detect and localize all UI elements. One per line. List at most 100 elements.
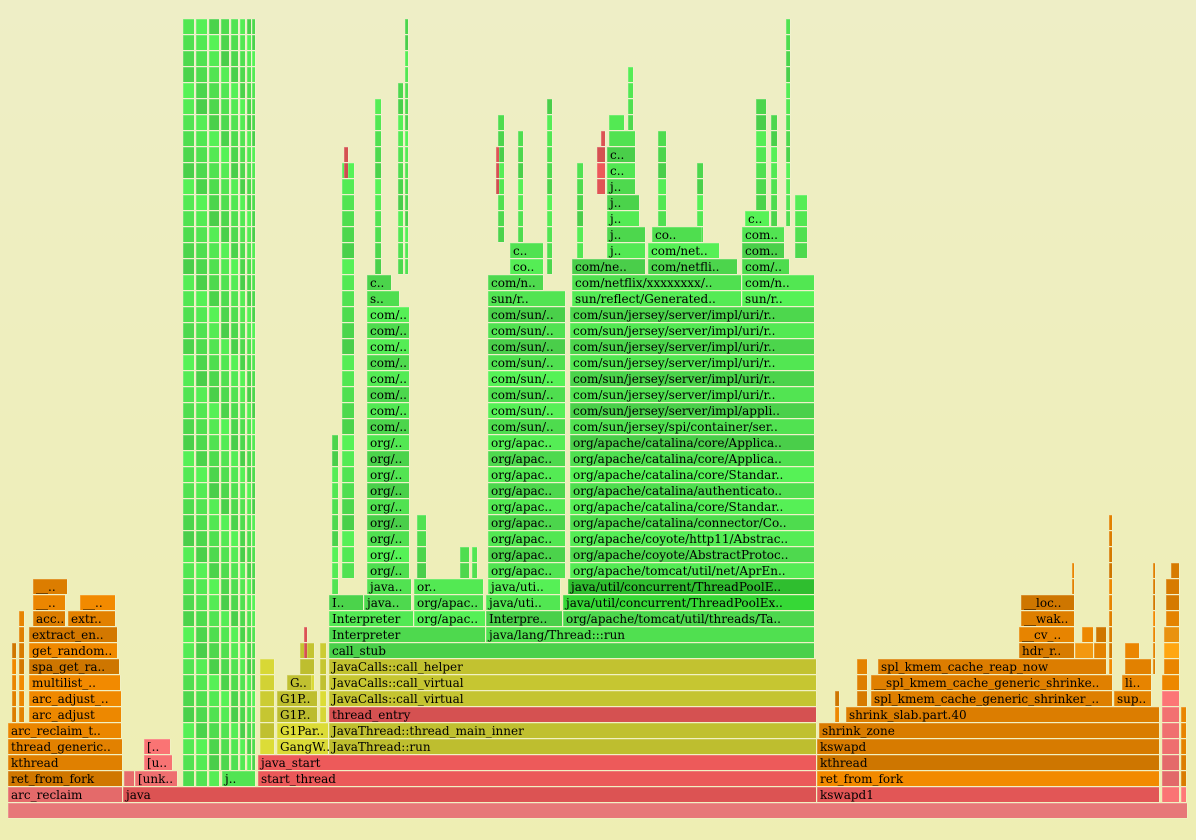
frame-rect[interactable] bbox=[246, 466, 252, 483]
stack-column-frame[interactable] bbox=[11, 674, 17, 691]
stack-column-frame[interactable] bbox=[239, 658, 246, 675]
stack-column-frame[interactable] bbox=[220, 626, 230, 643]
frame-rect[interactable] bbox=[487, 386, 566, 403]
frame-rect[interactable] bbox=[182, 258, 195, 275]
stack-frame[interactable] bbox=[1093, 642, 1107, 659]
stack-frame[interactable]: com/sun/.. bbox=[487, 386, 566, 403]
frame-rect[interactable] bbox=[569, 514, 815, 531]
frame-rect[interactable] bbox=[230, 418, 239, 435]
stack-column-frame[interactable] bbox=[195, 578, 208, 595]
frame-rect[interactable] bbox=[246, 514, 252, 531]
stack-column-frame[interactable] bbox=[220, 658, 230, 675]
frame-rect[interactable] bbox=[18, 658, 25, 675]
stack-column-frame[interactable] bbox=[251, 562, 256, 579]
frame-rect[interactable] bbox=[195, 162, 208, 179]
frame-rect[interactable] bbox=[195, 258, 208, 275]
stack-frame[interactable]: __.. bbox=[79, 594, 116, 611]
stack-column-frame[interactable] bbox=[517, 162, 524, 179]
frame-rect[interactable] bbox=[319, 674, 327, 691]
frame-rect[interactable] bbox=[182, 418, 195, 435]
frame-rect[interactable] bbox=[220, 706, 230, 723]
stack-column-frame[interactable] bbox=[208, 130, 220, 147]
frame-rect[interactable] bbox=[208, 514, 220, 531]
frame-rect[interactable] bbox=[230, 626, 239, 643]
stack-column-frame[interactable] bbox=[182, 658, 195, 675]
frame-rect[interactable] bbox=[239, 242, 246, 259]
stack-column-frame[interactable] bbox=[195, 354, 208, 371]
stack-column-frame[interactable] bbox=[331, 530, 339, 547]
stack-column-frame[interactable] bbox=[230, 450, 239, 467]
stack-column-frame[interactable] bbox=[208, 290, 220, 307]
frame-rect[interactable] bbox=[770, 194, 778, 211]
stack-frame[interactable] bbox=[1124, 658, 1152, 675]
frame-rect[interactable] bbox=[246, 210, 252, 227]
frame-rect[interactable] bbox=[182, 498, 195, 515]
stack-column-frame[interactable] bbox=[1108, 578, 1113, 595]
stack-column-frame[interactable] bbox=[239, 418, 246, 435]
stack-column-frame[interactable] bbox=[230, 34, 239, 51]
stack-frame[interactable]: Interpreter bbox=[328, 610, 414, 627]
stack-column-frame[interactable] bbox=[251, 482, 256, 499]
frame-rect[interactable] bbox=[195, 690, 208, 707]
stack-frame[interactable]: j.. bbox=[606, 178, 636, 195]
frame-rect[interactable] bbox=[785, 194, 791, 211]
frame-rect[interactable] bbox=[276, 722, 329, 739]
stack-frame[interactable]: java/util/concurrent/ThreadPoolE.. bbox=[567, 578, 815, 595]
stack-column-frame[interactable] bbox=[18, 642, 25, 659]
frame-rect[interactable] bbox=[208, 226, 220, 243]
stack-column-frame[interactable] bbox=[341, 242, 355, 259]
frame-rect[interactable] bbox=[230, 82, 239, 99]
stack-column-frame[interactable] bbox=[794, 242, 808, 259]
stack-column-frame[interactable] bbox=[404, 34, 409, 51]
stack-column-frame[interactable] bbox=[208, 18, 220, 35]
stack-column-frame[interactable] bbox=[239, 50, 246, 67]
stack-frame[interactable]: G.. bbox=[286, 674, 312, 691]
frame-rect[interactable] bbox=[239, 418, 246, 435]
stack-column-frame[interactable] bbox=[230, 674, 239, 691]
frame-rect[interactable] bbox=[374, 98, 382, 115]
frame-rect[interactable] bbox=[195, 530, 208, 547]
frame-rect[interactable] bbox=[576, 242, 584, 259]
frame-rect[interactable] bbox=[182, 274, 195, 291]
stack-column-frame[interactable] bbox=[1108, 546, 1113, 563]
stack-column-frame[interactable] bbox=[374, 130, 382, 147]
stack-frame[interactable]: sun/r.. bbox=[487, 290, 566, 307]
stack-column-frame[interactable] bbox=[230, 514, 239, 531]
stack-column-frame[interactable] bbox=[251, 322, 256, 339]
stack-column-frame[interactable] bbox=[230, 386, 239, 403]
stack-column-frame[interactable] bbox=[546, 130, 553, 147]
frame-rect[interactable] bbox=[397, 130, 404, 147]
stack-column-frame[interactable] bbox=[195, 66, 208, 83]
frame-rect[interactable] bbox=[397, 98, 404, 115]
frame-rect[interactable] bbox=[195, 418, 208, 435]
frame-rect[interactable] bbox=[276, 706, 318, 723]
frame-rect[interactable] bbox=[397, 194, 404, 211]
stack-column-frame[interactable] bbox=[230, 242, 239, 259]
frame-rect[interactable] bbox=[208, 530, 220, 547]
stack-column-frame[interactable] bbox=[18, 674, 25, 691]
frame-rect[interactable] bbox=[208, 306, 220, 323]
frame-rect[interactable] bbox=[546, 210, 553, 227]
stack-column-frame[interactable] bbox=[239, 114, 246, 131]
frame-rect[interactable] bbox=[341, 450, 355, 467]
stack-frame[interactable]: com/sun/jersey/server/impl/uri/r.. bbox=[569, 306, 815, 323]
stack-column-frame[interactable] bbox=[208, 114, 220, 131]
stack-column-frame[interactable] bbox=[770, 194, 778, 211]
stack-column-frame[interactable] bbox=[195, 306, 208, 323]
frame-rect[interactable] bbox=[341, 306, 355, 323]
frame-rect[interactable] bbox=[657, 194, 667, 211]
stack-column-frame[interactable] bbox=[251, 18, 256, 35]
frame-rect[interactable] bbox=[785, 130, 791, 147]
frame-rect[interactable] bbox=[576, 178, 584, 195]
frame-rect[interactable] bbox=[251, 194, 256, 211]
stack-column-frame[interactable] bbox=[230, 434, 239, 451]
stack-column-frame[interactable] bbox=[230, 546, 239, 563]
stack-frame[interactable]: com/ne.. bbox=[571, 258, 646, 275]
stack-frame[interactable]: java bbox=[122, 786, 817, 803]
stack-column-frame[interactable] bbox=[182, 626, 195, 643]
frame-rect[interactable] bbox=[328, 642, 815, 659]
frame-rect[interactable] bbox=[331, 546, 339, 563]
stack-column-frame[interactable] bbox=[195, 82, 208, 99]
frame-rect[interactable] bbox=[374, 226, 382, 243]
frame-rect[interactable] bbox=[246, 322, 252, 339]
